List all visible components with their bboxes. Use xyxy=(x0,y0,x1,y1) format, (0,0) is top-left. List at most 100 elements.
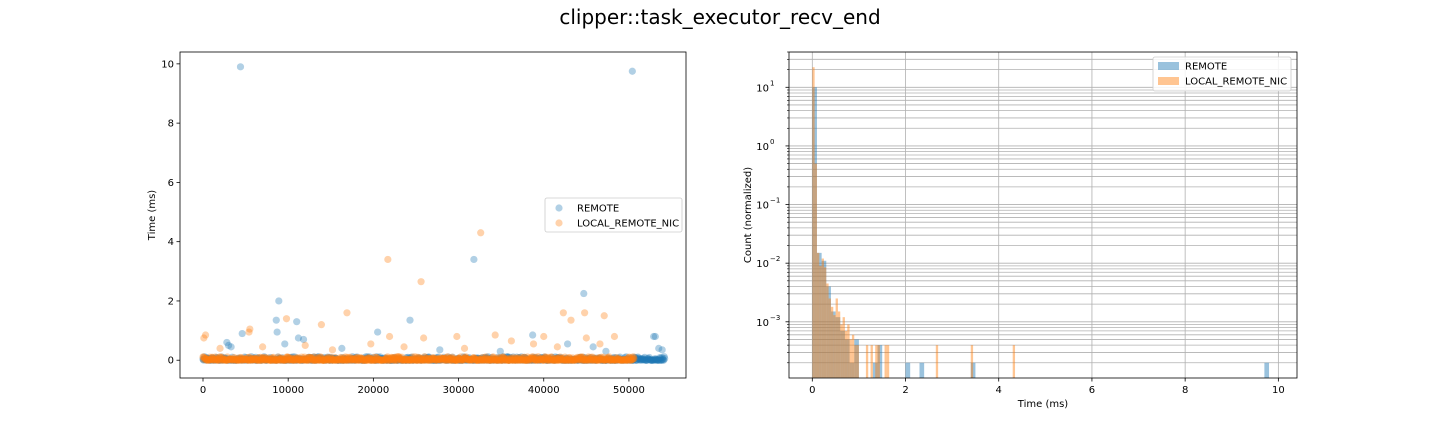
scatter-point xyxy=(219,356,227,364)
scatter-point xyxy=(278,356,286,364)
histogram-bar xyxy=(835,298,838,378)
scatter-point xyxy=(308,355,316,363)
scatter-point xyxy=(273,328,281,336)
scatter-point xyxy=(378,356,386,364)
scatter-point xyxy=(383,356,391,364)
scatter-point xyxy=(375,356,384,364)
scatter-point xyxy=(623,356,631,364)
scatter-point xyxy=(344,355,352,363)
scatter-point xyxy=(371,356,379,364)
scatter-point xyxy=(434,353,442,361)
scatter-point xyxy=(285,356,293,364)
scatter-point xyxy=(542,356,551,364)
scatter-point xyxy=(633,354,642,363)
scatter-point xyxy=(322,356,330,364)
scatter-point xyxy=(262,356,270,364)
scatter-point xyxy=(232,356,240,364)
scatter-point xyxy=(253,356,261,364)
scatter-point xyxy=(200,355,208,364)
y-tick-base: 10 xyxy=(756,142,769,153)
scatter-point xyxy=(487,356,495,364)
scatter-point xyxy=(339,356,347,364)
scatter-point xyxy=(630,356,638,364)
scatter-point xyxy=(284,354,292,362)
y-tick-label: 10 xyxy=(756,83,769,94)
scatter-point xyxy=(636,356,645,364)
scatter-point xyxy=(252,354,260,363)
scatter-point xyxy=(358,354,366,363)
scatter-point xyxy=(489,353,498,361)
scatter-point xyxy=(581,309,589,317)
scatter-point xyxy=(486,356,494,364)
scatter-point xyxy=(535,356,544,364)
scatter-point xyxy=(312,356,320,364)
scatter-point xyxy=(608,356,616,364)
scatter-point xyxy=(492,356,500,364)
scatter-point xyxy=(528,354,536,362)
y-tick-exponent: −1 xyxy=(770,197,780,205)
scatter-point xyxy=(599,356,607,364)
scatter-point xyxy=(647,356,655,364)
scatter-point xyxy=(603,356,611,364)
y-tick-exponent: 0 xyxy=(770,138,774,146)
scatter-point xyxy=(592,356,600,364)
scatter-point xyxy=(239,354,247,362)
scatter-point xyxy=(476,354,484,363)
scatter-point xyxy=(215,356,223,364)
scatter-point xyxy=(569,356,577,364)
scatter-point xyxy=(375,356,383,364)
scatter-point xyxy=(265,355,273,363)
scatter-point xyxy=(294,354,302,362)
histogram-bar xyxy=(830,306,834,378)
scatter-point xyxy=(454,354,463,362)
scatter-point xyxy=(573,356,581,364)
scatter-point xyxy=(406,316,414,324)
scatter-point xyxy=(561,356,570,364)
scatter-point xyxy=(215,356,223,364)
scatter-point xyxy=(505,356,513,364)
scatter-point xyxy=(452,356,460,364)
scatter-point xyxy=(512,356,520,364)
scatter-point xyxy=(267,354,276,362)
scatter-point xyxy=(229,356,237,364)
scatter-point xyxy=(569,356,577,364)
scatter-point xyxy=(352,354,361,362)
scatter-point xyxy=(225,356,233,364)
scatter-point xyxy=(379,356,387,364)
scatter-point xyxy=(340,354,348,363)
scatter-point xyxy=(613,356,621,364)
scatter-point xyxy=(285,356,293,364)
scatter-point xyxy=(299,356,307,364)
scatter-point xyxy=(623,356,631,364)
scatter-point xyxy=(270,356,278,364)
scatter-point xyxy=(273,356,281,364)
scatter-point xyxy=(464,356,472,364)
scatter-point xyxy=(656,354,665,362)
scatter-point xyxy=(240,356,248,364)
scatter-point xyxy=(501,356,509,364)
legend-patch xyxy=(1158,77,1179,85)
scatter-point xyxy=(438,355,446,363)
scatter-point xyxy=(414,353,422,361)
histogram-bar xyxy=(840,324,843,378)
scatter-point xyxy=(317,353,325,361)
scatter-point xyxy=(582,356,590,364)
x-tick-label: 20000 xyxy=(357,385,389,396)
scatter-point xyxy=(231,356,239,364)
scatter-point xyxy=(295,356,303,364)
scatter-point xyxy=(584,356,592,364)
scatter-point xyxy=(442,356,450,364)
scatter-point xyxy=(536,354,545,362)
scatter-point xyxy=(489,356,497,364)
scatter-point xyxy=(265,355,273,363)
scatter-point xyxy=(281,356,289,364)
scatter-point xyxy=(437,356,445,364)
scatter-point xyxy=(256,353,265,361)
scatter-point xyxy=(232,355,240,363)
scatter-point xyxy=(335,355,343,364)
scatter-point xyxy=(496,355,504,363)
scatter-point xyxy=(466,355,474,364)
scatter-point xyxy=(519,356,527,364)
scatter-point xyxy=(203,355,211,363)
